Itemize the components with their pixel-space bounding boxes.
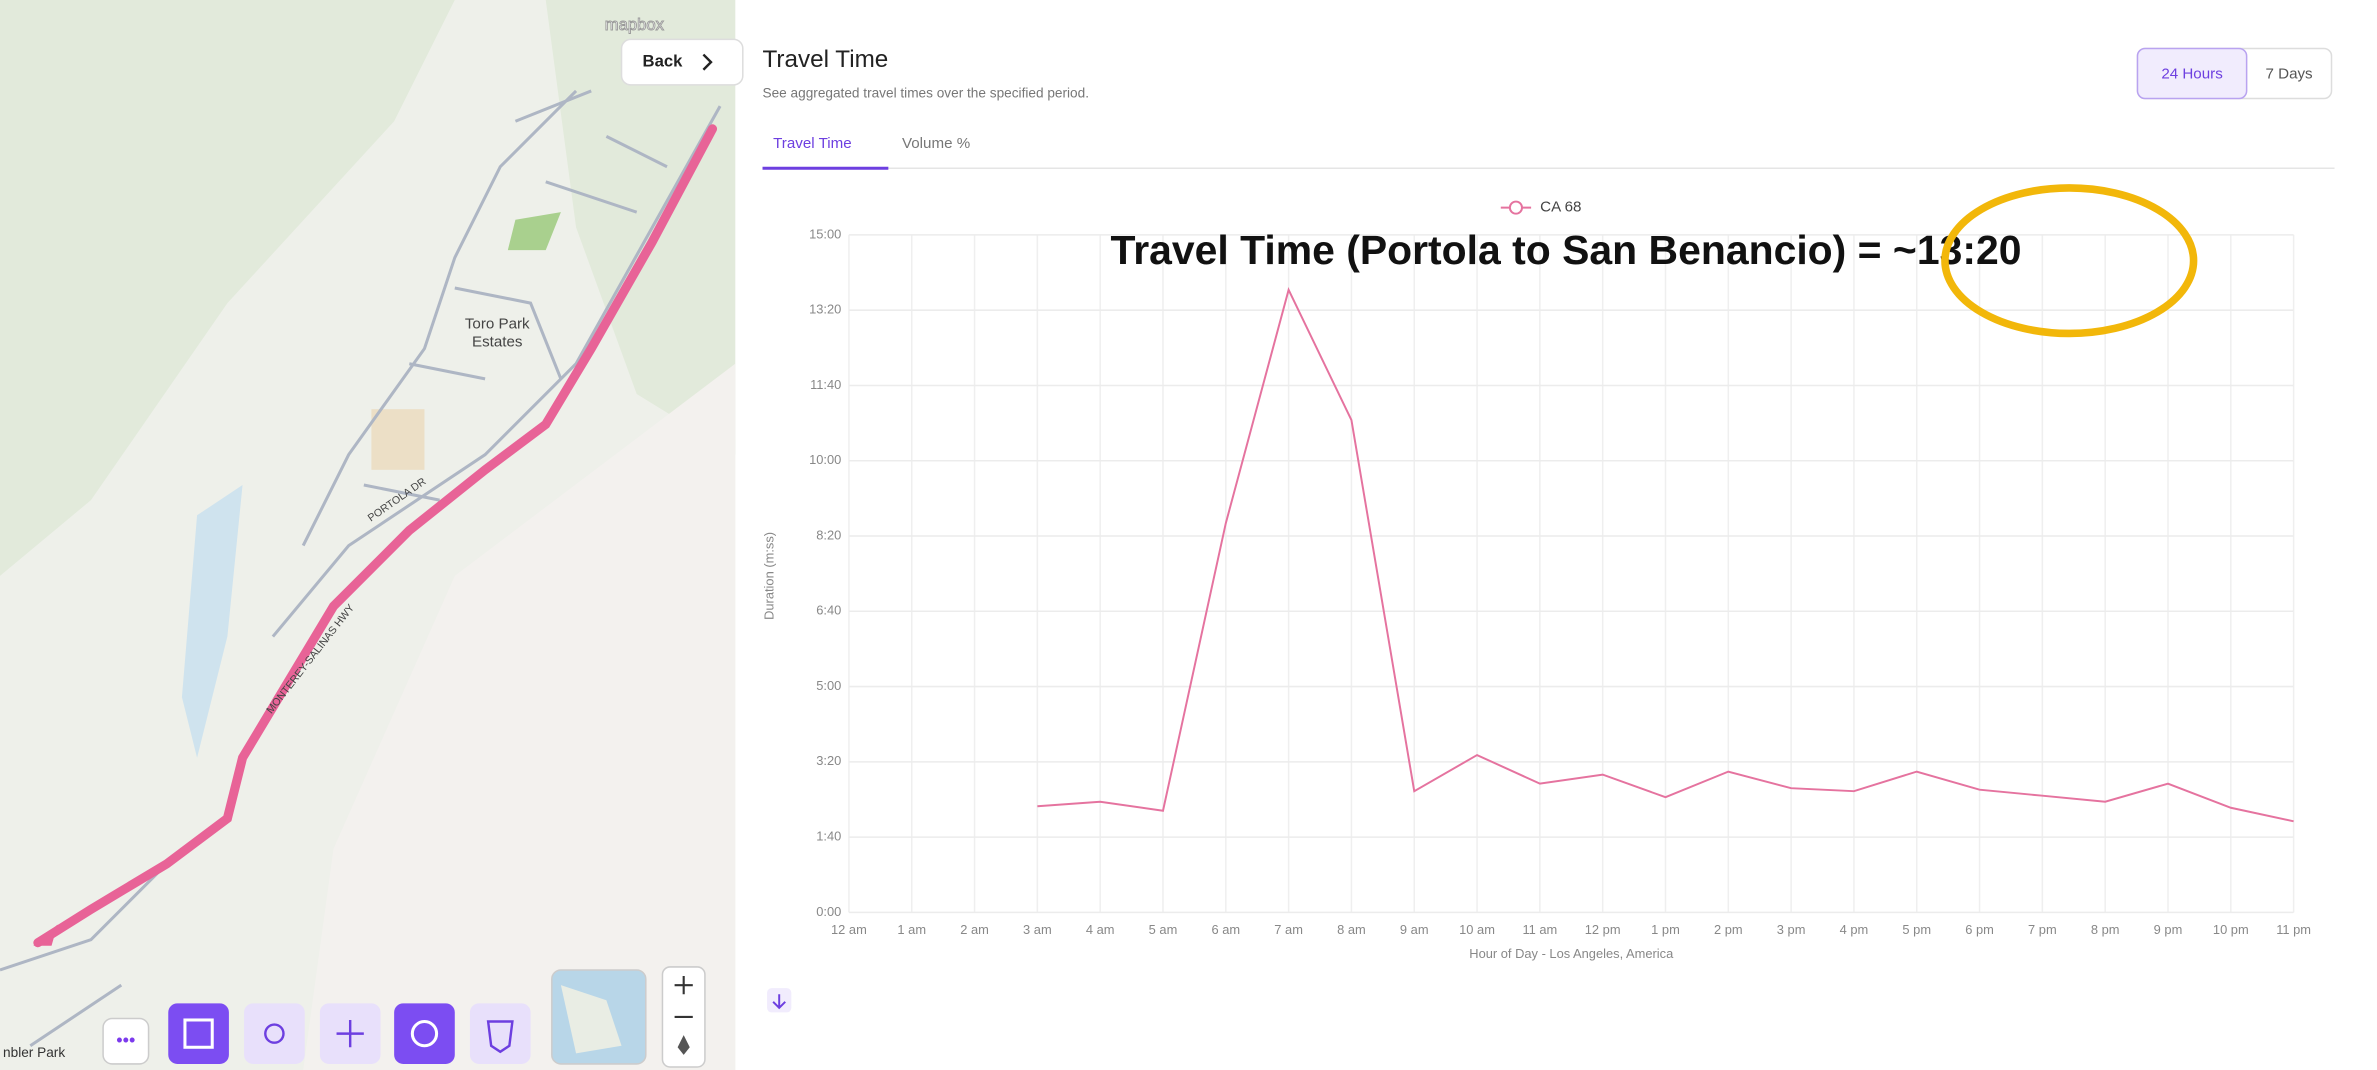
period-option[interactable]: 24 Hours: [2161, 65, 2223, 82]
y-tick-label: 6:40: [816, 603, 841, 618]
x-tick-label: 10 am: [1459, 922, 1495, 937]
x-tick-label: 5 pm: [1902, 922, 1931, 937]
x-tick-label: 3 am: [1023, 922, 1052, 937]
x-tick-label: 1 am: [897, 922, 926, 937]
tab[interactable]: Travel Time: [773, 135, 852, 152]
y-axis-title: Duration (m:ss): [762, 532, 777, 620]
x-tick-label: 1 pm: [1651, 922, 1680, 937]
y-tick-label: 13:20: [809, 302, 841, 317]
x-tick-label: 9 pm: [2154, 922, 2183, 937]
field: [371, 409, 424, 470]
legend-label: CA 68: [1540, 199, 1581, 216]
x-tick-label: 6 pm: [1965, 922, 1994, 937]
x-tick-label: 11 pm: [2276, 922, 2311, 937]
x-tick-label: 8 am: [1337, 922, 1366, 937]
panel-title: Travel Time: [763, 46, 889, 73]
x-tick-label: 3 pm: [1777, 922, 1806, 937]
y-tick-label: 1:40: [816, 829, 841, 844]
x-tick-label: 9 am: [1400, 922, 1429, 937]
y-tick-label: 10:00: [809, 452, 841, 467]
y-tick-label: 15:00: [809, 226, 841, 241]
tab[interactable]: Volume %: [902, 135, 970, 152]
map-label: nbler Park: [3, 1045, 65, 1060]
legend-marker: [1510, 202, 1522, 214]
period-option[interactable]: 7 Days: [2266, 65, 2314, 82]
x-tick-label: 2 am: [960, 922, 989, 937]
annotation: Travel Time (Portola to San Benancio) = …: [1110, 227, 2021, 273]
map[interactable]: Toro Park Estates PORTOLA DR MONTEREY-SA…: [0, 0, 743, 1070]
y-tick-label: 11:40: [810, 377, 841, 392]
x-tick-label: 6 am: [1211, 922, 1240, 937]
chart: 12 am 1 am 2 am 3 am 4 am 5 am 6 am 7 am 8 am 9 a…: [762, 188, 2312, 961]
tool-button[interactable]: [244, 1003, 305, 1064]
panel-subtitle: See aggregated travel times over the spe…: [763, 86, 1089, 101]
y-tick-label: 5:00: [816, 678, 841, 693]
more-icon: •••: [116, 1030, 135, 1050]
attribution: mapbox: [605, 15, 665, 34]
page: Toro Park Estates PORTOLA DR MONTEREY-SA…: [0, 0, 2377, 1070]
tool-button[interactable]: [470, 1003, 531, 1064]
x-tick-label: 5 am: [1149, 922, 1178, 937]
x-tick-label: 7 am: [1274, 922, 1303, 937]
x-tick-label: 4 am: [1086, 922, 1115, 937]
x-tick-label: 8 pm: [2091, 922, 2120, 937]
tool-button[interactable]: [168, 1003, 229, 1064]
map-label: Toro Park: [465, 315, 530, 332]
x-tick-label: 10 pm: [2213, 922, 2249, 937]
x-tick-label: 4 pm: [1840, 922, 1869, 937]
x-tick-label: 2 pm: [1714, 922, 1743, 937]
y-tick-label: 0:00: [816, 904, 841, 919]
back-label: Back: [643, 52, 684, 71]
y-tick-label: 3:20: [816, 753, 841, 768]
x-tick-label: 7 pm: [2028, 922, 2057, 937]
x-axis-title: Hour of Day - Los Angeles, America: [1469, 946, 1674, 961]
x-tick-label: 12 am: [831, 922, 867, 937]
x-tick-label: 12 pm: [1585, 922, 1621, 937]
tool-button[interactable]: [394, 1003, 455, 1064]
x-tick-label: 11 am: [1522, 922, 1557, 937]
y-tick-label: 8:20: [816, 527, 841, 542]
screen: Toro Park Estates PORTOLA DR MONTEREY-SA…: [0, 0, 2377, 1070]
map-label: Estates: [472, 334, 523, 351]
